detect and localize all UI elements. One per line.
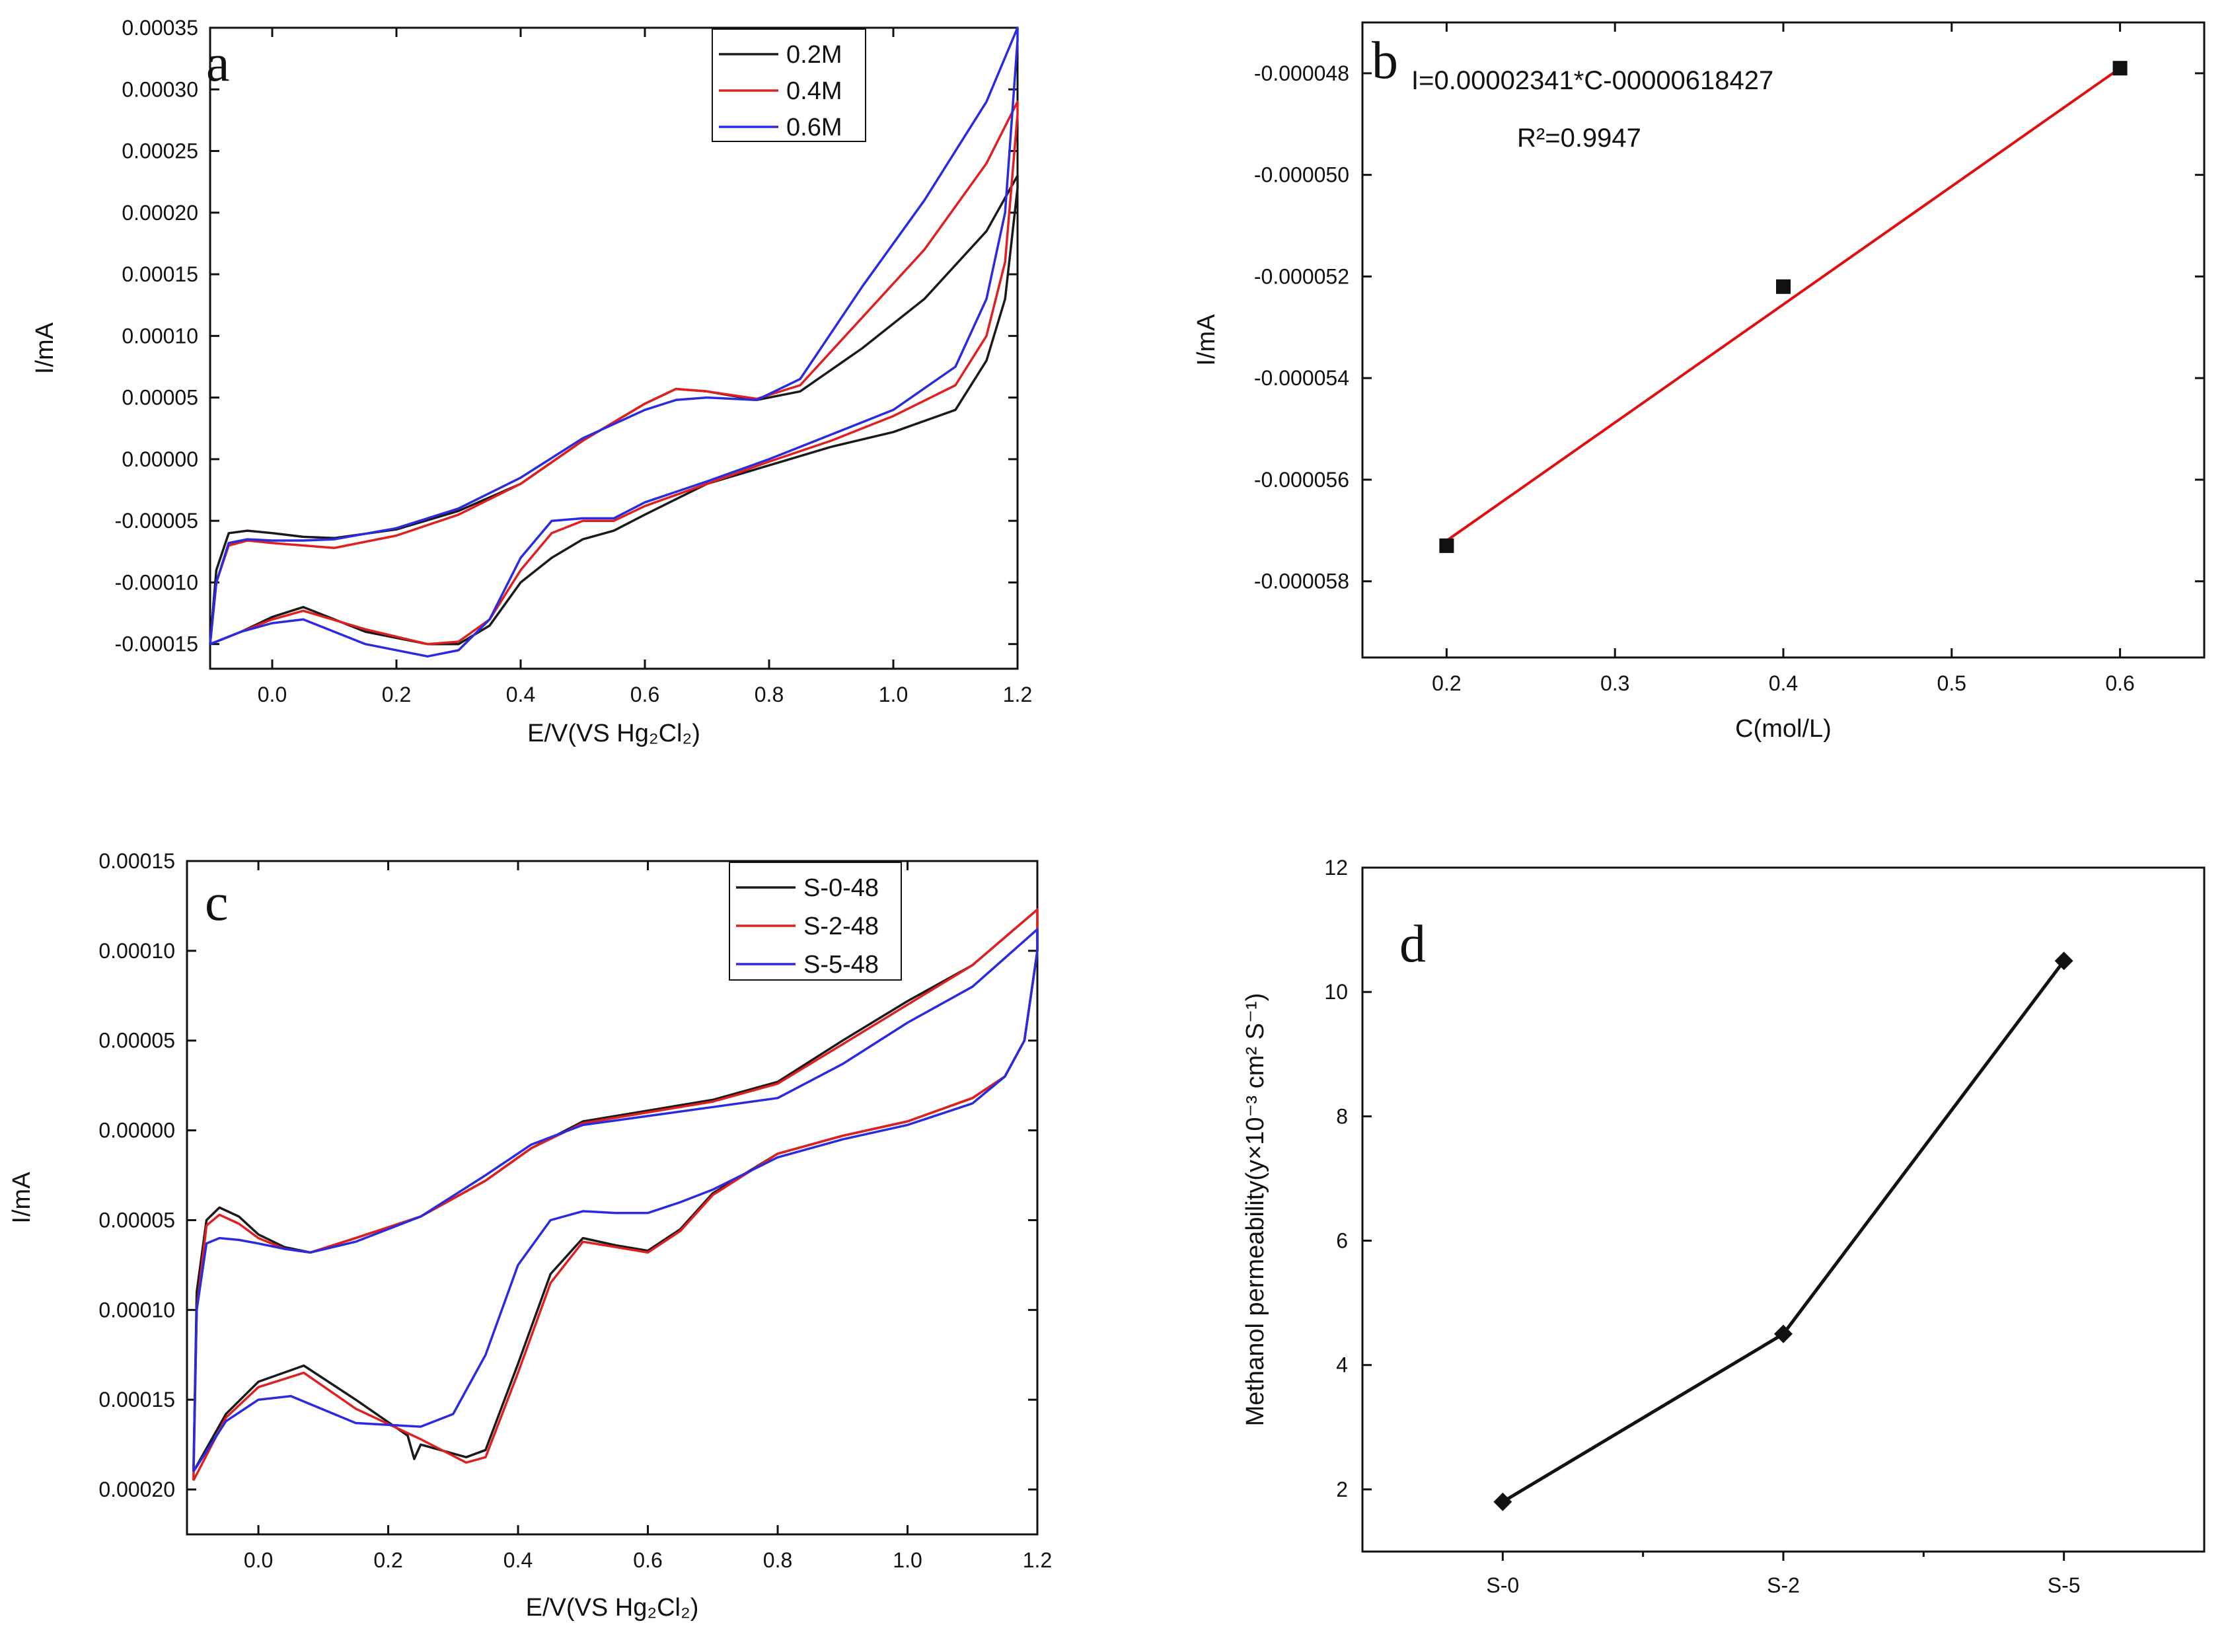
- y-axis-label: I/mA: [31, 322, 59, 374]
- y-tick-label: 0.00035: [122, 16, 198, 40]
- y-tick-label: 0.00010: [98, 1298, 175, 1322]
- x-tick-label: 1.0: [893, 1548, 922, 1572]
- panel-label: d: [1399, 915, 1426, 973]
- y-tick-label: 0.00025: [122, 139, 198, 163]
- panel-label: c: [205, 874, 229, 932]
- y-tick-label: 0.00010: [98, 939, 175, 963]
- figure: 0.0 0.2 0.4 0.6 0.8 1.0 1.2 -0.00015 -0.00010 -0.…: [0, 0, 2228, 1652]
- x-tick-label: 0.8: [763, 1548, 792, 1572]
- x-tick-label: S-2: [1767, 1573, 1800, 1597]
- y-tick-label: 0.00005: [122, 386, 198, 410]
- x-tick-label: S-5: [2048, 1573, 2081, 1597]
- y-tick-label: 0.00020: [98, 1478, 175, 1501]
- data-point: [2113, 61, 2128, 75]
- legend-label: 0.4M: [786, 77, 842, 105]
- x-tick-label: 0.6: [2105, 671, 2134, 695]
- y-tick-label: -0.00015: [115, 632, 198, 656]
- y-tick-label: 0.00000: [122, 447, 198, 471]
- x-tick-label: 0.6: [630, 683, 659, 706]
- y-axis-label: I/mA: [8, 1172, 36, 1224]
- legend-label: S-2-48: [803, 913, 879, 940]
- x-tick-label: 1.2: [1003, 683, 1032, 706]
- y-tick-label: -0.000048: [1254, 61, 1349, 85]
- x-tick-label: 0.4: [506, 683, 535, 706]
- y-tick-label: -0.000050: [1254, 163, 1349, 187]
- y-tick-label: 12: [1324, 856, 1348, 880]
- y-tick-label: -0.000058: [1254, 570, 1349, 593]
- legend-label: 0.2M: [786, 41, 842, 69]
- panel-label: b: [1372, 32, 1398, 90]
- x-tick-label: 0.2: [382, 683, 411, 706]
- x-axis-label: E/V(VS Hg₂Cl₂): [527, 720, 700, 747]
- x-tick-label: 0.4: [1769, 671, 1798, 695]
- legend-label: S-0-48: [803, 874, 879, 902]
- x-tick-label: 0.6: [633, 1548, 662, 1572]
- y-tick-label: 0.00030: [122, 77, 198, 101]
- y-tick-label: 0.00005: [98, 1208, 175, 1232]
- y-axis-label: Methanol permeability(y×10⁻³ cm² S⁻¹): [1242, 993, 1269, 1427]
- x-tick-label: 0.2: [1432, 671, 1461, 695]
- x-tick-label: 1.2: [1023, 1548, 1052, 1572]
- y-tick-label: -0.000052: [1254, 264, 1349, 288]
- x-axis-label: C(mol/L): [1735, 715, 1832, 743]
- x-tick-label: 0.2: [373, 1548, 402, 1572]
- y-tick-label: 4: [1336, 1353, 1348, 1377]
- x-tick-label: 1.0: [879, 683, 908, 706]
- y-tick-label: 0.00005: [98, 1029, 175, 1053]
- y-tick-label: 6: [1336, 1229, 1348, 1253]
- data-point: [1439, 539, 1454, 553]
- y-tick-label: 0.00010: [122, 324, 198, 348]
- y-tick-label: 0.00000: [98, 1119, 175, 1143]
- legend-label: S-5-48: [803, 951, 879, 979]
- panel-label: a: [206, 34, 230, 93]
- y-axis-label: I/mA: [1193, 314, 1220, 366]
- y-tick-label: 8: [1336, 1104, 1348, 1128]
- y-tick-label: 10: [1324, 980, 1348, 1004]
- y-tick-label: 0.00020: [122, 201, 198, 225]
- x-tick-label: S-0: [1486, 1573, 1519, 1597]
- x-tick-label: 0.0: [258, 683, 287, 706]
- legend-label: 0.6M: [786, 114, 842, 141]
- y-tick-label: -0.00005: [115, 509, 198, 533]
- x-tick-label: 0.3: [1600, 671, 1629, 695]
- data-point: [1776, 280, 1791, 294]
- y-tick-label: -0.00010: [115, 570, 198, 594]
- x-axis-label: E/V(VS Hg₂Cl₂): [526, 1594, 699, 1622]
- y-tick-label: 0.00015: [98, 1388, 175, 1411]
- y-tick-label: 0.00015: [98, 849, 175, 873]
- x-tick-label: 0.8: [755, 683, 784, 706]
- y-tick-label: -0.000056: [1254, 468, 1349, 492]
- y-tick-label: -0.000054: [1254, 366, 1349, 390]
- fit-equation: I=0.00002341*C-00000618427: [1411, 66, 1773, 95]
- x-tick-label: 0.4: [503, 1548, 533, 1572]
- y-tick-label: 0.00015: [122, 262, 198, 286]
- r-squared: R²=0.9947: [1517, 124, 1641, 153]
- x-tick-label: 0.0: [244, 1548, 273, 1572]
- x-tick-label: 0.5: [1937, 671, 1966, 695]
- y-tick-label: 2: [1336, 1478, 1348, 1501]
